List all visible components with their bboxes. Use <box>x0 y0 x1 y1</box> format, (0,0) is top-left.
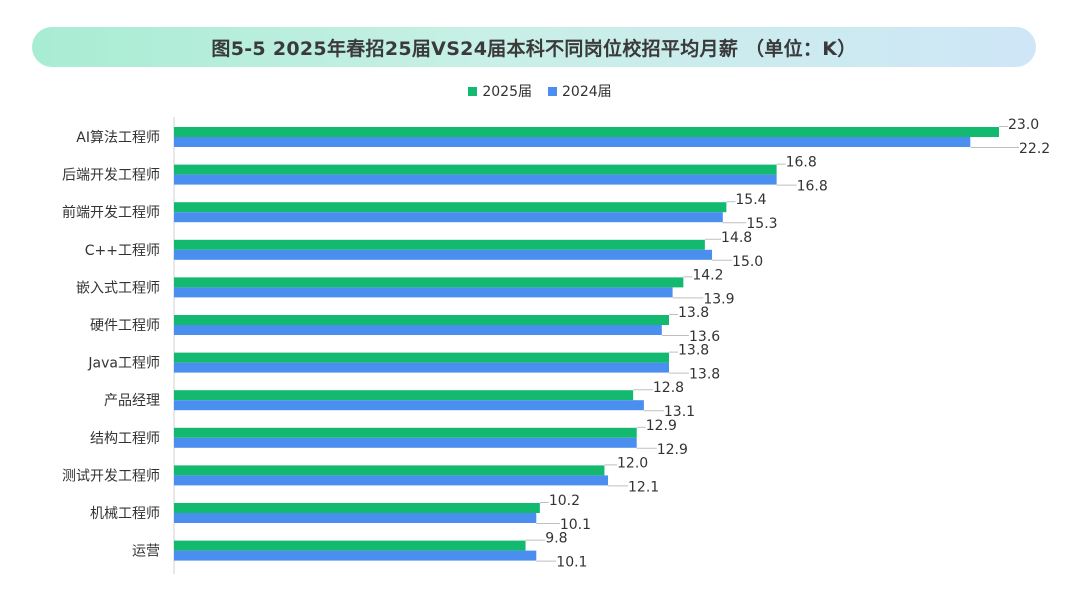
bar-2025 <box>174 239 705 250</box>
bar-2025 <box>174 390 634 401</box>
value-label-2025: 10.2 <box>549 493 580 509</box>
bar-2025 <box>174 540 526 551</box>
value-label-2024: 10.1 <box>556 555 587 571</box>
bar-2024 <box>174 325 662 335</box>
value-label-2024: 10.1 <box>560 517 591 533</box>
category-label: 后端开发工程师 <box>62 168 160 184</box>
value-label-2025: 12.9 <box>646 418 677 434</box>
bar-2024 <box>174 287 673 298</box>
legend-swatch-2024 <box>548 86 557 96</box>
bar-2024 <box>174 212 723 223</box>
category-label: 测试开发工程师 <box>62 468 160 484</box>
legend-item-2024: 2024届 <box>548 81 612 101</box>
category-label: 嵌入式工程师 <box>76 280 160 296</box>
value-label-2024: 16.8 <box>797 179 828 195</box>
value-label-2024: 22.2 <box>1019 141 1050 157</box>
bar-2024 <box>174 400 644 411</box>
bar-2025 <box>174 465 605 476</box>
category-label: 运营 <box>132 544 160 560</box>
bar-2025 <box>174 202 727 213</box>
value-label-2025: 12.8 <box>653 380 684 396</box>
chart-legend: 2025届 2024届 <box>0 81 1080 101</box>
category-label: 前端开发工程师 <box>62 204 160 221</box>
category-label: 产品经理 <box>104 393 160 409</box>
value-label-2025: 16.8 <box>786 155 817 171</box>
value-label-2025: 13.8 <box>678 343 709 359</box>
legend-swatch-2025 <box>468 86 478 96</box>
bar-2024 <box>174 174 777 185</box>
category-label: AI算法工程师 <box>76 130 160 146</box>
bar-2024 <box>174 137 971 147</box>
category-label: C++工程师 <box>85 243 160 259</box>
value-label-2024: 13.8 <box>689 367 720 383</box>
value-label-2024: 15.0 <box>732 254 763 270</box>
bar-2025 <box>174 352 669 363</box>
category-label: 硬件工程师 <box>90 318 160 334</box>
value-label-2025: 12.0 <box>617 455 648 471</box>
chart-title: 图5-5 2025年春招25届VS24届本科不同岗位校招平均月薪 （单位：K） <box>211 37 857 60</box>
category-label: 机械工程师 <box>90 506 160 522</box>
value-label-2024: 12.1 <box>628 479 659 495</box>
legend-label-2024: 2024届 <box>562 84 612 100</box>
category-label: 结构工程师 <box>90 431 160 447</box>
bar-2024 <box>174 513 537 523</box>
value-label-2024: 15.3 <box>746 216 777 232</box>
legend-label-2025: 2025届 <box>482 84 532 100</box>
bar-2024 <box>174 437 637 448</box>
bar-2024 <box>174 550 537 561</box>
value-label-2025: 14.2 <box>692 267 723 283</box>
bar-2025 <box>174 164 777 175</box>
bar-2024 <box>174 249 713 260</box>
bar-2025 <box>174 277 684 288</box>
bar-2025 <box>174 503 540 513</box>
chart-title-bar: 图5-5 2025年春招25届VS24届本科不同岗位校招平均月薪 （单位：K） <box>32 27 1036 67</box>
legend-item-2025: 2025届 <box>468 81 532 101</box>
value-label-2024: 13.6 <box>689 329 720 345</box>
value-label-2025: 14.8 <box>721 230 752 246</box>
bar-2025 <box>174 427 637 438</box>
value-label-2025: 15.4 <box>735 192 766 208</box>
category-label: Java工程师 <box>87 356 160 372</box>
value-label-2024: 12.9 <box>657 442 688 458</box>
value-label-2024: 13.1 <box>664 404 695 420</box>
value-label-2025: 13.8 <box>678 305 709 321</box>
value-label-2025: 9.8 <box>545 531 567 547</box>
bar-2024 <box>174 475 609 486</box>
bar-2024 <box>174 362 669 373</box>
value-label-2025: 23.0 <box>1008 117 1039 133</box>
bar-2025 <box>174 127 999 137</box>
bar-2025 <box>174 315 669 325</box>
value-label-2024: 13.9 <box>703 291 734 307</box>
